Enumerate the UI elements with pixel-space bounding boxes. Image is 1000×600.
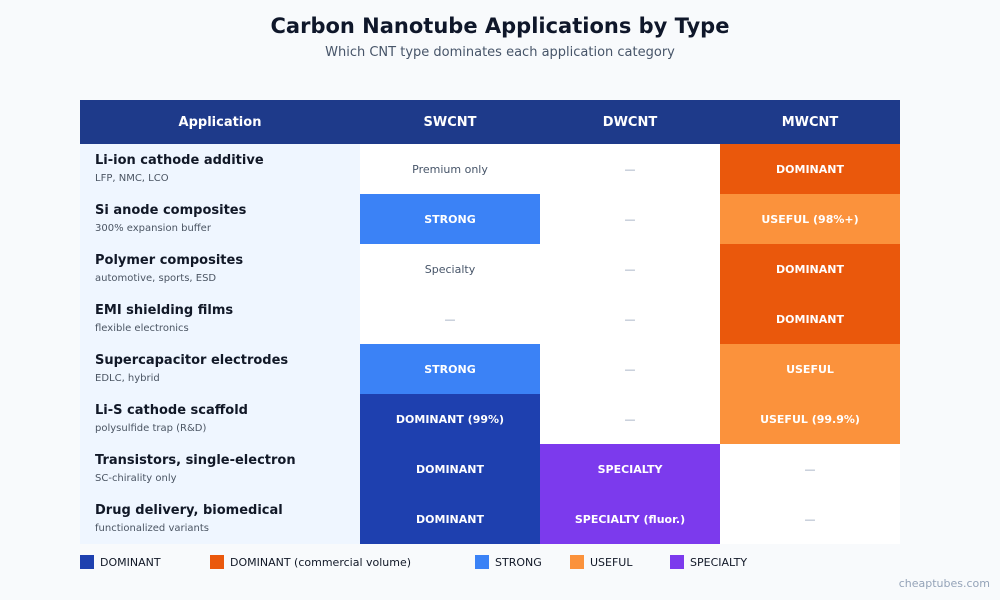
- application-cell: Drug delivery, biomedical functionalized …: [80, 494, 360, 544]
- table-row: Si anode composites 300% expansion buffer…: [80, 194, 900, 244]
- legend-item: STRONG: [475, 555, 542, 569]
- application-subtitle: LFP, NMC, LCO: [95, 173, 169, 184]
- legend-item: SPECIALTY: [670, 555, 747, 569]
- table-row: Supercapacitor electrodes EDLC, hybrid STR…: [80, 344, 900, 394]
- cell-dwcnt: —: [540, 344, 720, 394]
- cell-dwcnt: —: [540, 194, 720, 244]
- legend-label: SPECIALTY: [690, 555, 748, 569]
- cell-swcnt: —: [360, 294, 540, 344]
- legend-swatch: [210, 555, 224, 569]
- cell-swcnt: STRONG: [360, 344, 540, 394]
- chart-subtitle: Which CNT type dominates each applicatio…: [325, 45, 675, 60]
- application-cell: Transistors, single-electron SC-chirality…: [80, 444, 360, 494]
- legend-swatch: [570, 555, 584, 569]
- table-header-row: Application SWCNT DWCNT MWCNT: [80, 100, 900, 144]
- table-row: Li-ion cathode additive LFP, NMC, LCO Prem…: [80, 144, 900, 194]
- application-name: Si anode composites: [95, 203, 247, 218]
- application-cell: Supercapacitor electrodes EDLC, hybrid: [80, 344, 360, 394]
- legend-item: USEFUL: [570, 555, 633, 569]
- cell-dwcnt: SPECIALTY: [540, 444, 720, 494]
- legend-item: DOMINANT (commercial volume): [210, 555, 411, 569]
- application-subtitle: SC-chirality only: [95, 473, 177, 484]
- legend-item: DOMINANT: [80, 555, 161, 569]
- application-cell: Li-S cathode scaffold polysulfide trap (R…: [80, 394, 360, 444]
- legend-swatch: [670, 555, 684, 569]
- cell-swcnt: DOMINANT: [360, 494, 540, 544]
- header-mwcnt: MWCNT: [781, 114, 839, 130]
- header-dwcnt: DWCNT: [602, 114, 658, 130]
- legend-swatch: [80, 555, 94, 569]
- chart-title: Carbon Nanotube Applications by Type: [270, 14, 730, 38]
- application-name: EMI shielding films: [95, 303, 234, 318]
- table-row: EMI shielding films flexible electronics —…: [80, 294, 900, 344]
- cell-dwcnt: —: [540, 144, 720, 194]
- table-row: Polymer composites automotive, sports, ES…: [80, 244, 900, 294]
- cell-mwcnt: USEFUL (98%+): [720, 194, 900, 244]
- cell-dwcnt: —: [540, 294, 720, 344]
- legend-label: USEFUL: [590, 555, 633, 569]
- application-subtitle: automotive, sports, ESD: [95, 273, 217, 284]
- application-name: Supercapacitor electrodes: [95, 353, 289, 368]
- cell-swcnt: STRONG: [360, 194, 540, 244]
- watermark: cheaptubes.com: [898, 577, 990, 590]
- application-cell: EMI shielding films flexible electronics: [80, 294, 360, 344]
- cell-swcnt: DOMINANT: [360, 444, 540, 494]
- cell-dwcnt: —: [540, 244, 720, 294]
- cell-dwcnt: —: [540, 394, 720, 444]
- header-swcnt: SWCNT: [423, 114, 477, 130]
- cell-dwcnt: SPECIALTY (fluor.): [540, 494, 720, 544]
- cell-mwcnt: DOMINANT: [720, 144, 900, 194]
- table-row: Transistors, single-electron SC-chirality…: [80, 444, 900, 494]
- cell-mwcnt: DOMINANT: [720, 294, 900, 344]
- legend-label: DOMINANT: [100, 555, 161, 569]
- application-name: Transistors, single-electron: [95, 453, 296, 468]
- cell-mwcnt: —: [720, 444, 900, 494]
- application-subtitle: functionalized variants: [95, 523, 209, 534]
- cell-mwcnt: USEFUL: [720, 344, 900, 394]
- applications-table: Application SWCNT DWCNT MWCNT Li-ion cat…: [80, 100, 900, 544]
- application-name: Li-ion cathode additive: [95, 153, 264, 168]
- table-body: Li-ion cathode additive LFP, NMC, LCO Prem…: [80, 144, 900, 544]
- cell-mwcnt: —: [720, 494, 900, 544]
- application-name: Drug delivery, biomedical: [95, 503, 283, 518]
- application-name: Li-S cathode scaffold: [95, 403, 248, 418]
- application-cell: Si anode composites 300% expansion buffer: [80, 194, 360, 244]
- application-subtitle: 300% expansion buffer: [95, 223, 211, 234]
- legend: DOMINANT DOMINANT (commercial volume) STRO…: [80, 555, 900, 571]
- legend-swatch: [475, 555, 489, 569]
- legend-label: STRONG: [495, 555, 542, 569]
- legend-label: DOMINANT (commercial volume): [230, 555, 412, 569]
- cell-mwcnt: DOMINANT: [720, 244, 900, 294]
- table-row: Li-S cathode scaffold polysulfide trap (R…: [80, 394, 900, 444]
- header-application: Application: [178, 114, 262, 130]
- cell-swcnt: DOMINANT (99%): [360, 394, 540, 444]
- application-subtitle: polysulfide trap (R&D): [95, 423, 207, 434]
- application-name: Polymer composites: [95, 253, 244, 268]
- application-cell: Polymer composites automotive, sports, ES…: [80, 244, 360, 294]
- application-subtitle: flexible electronics: [95, 323, 189, 334]
- cell-mwcnt: USEFUL (99.9%): [720, 394, 900, 444]
- cell-swcnt: Premium only: [360, 144, 540, 194]
- application-subtitle: EDLC, hybrid: [95, 373, 160, 384]
- table-row: Drug delivery, biomedical functionalized …: [80, 494, 900, 544]
- application-cell: Li-ion cathode additive LFP, NMC, LCO: [80, 144, 360, 194]
- cell-swcnt: Specialty: [360, 244, 540, 294]
